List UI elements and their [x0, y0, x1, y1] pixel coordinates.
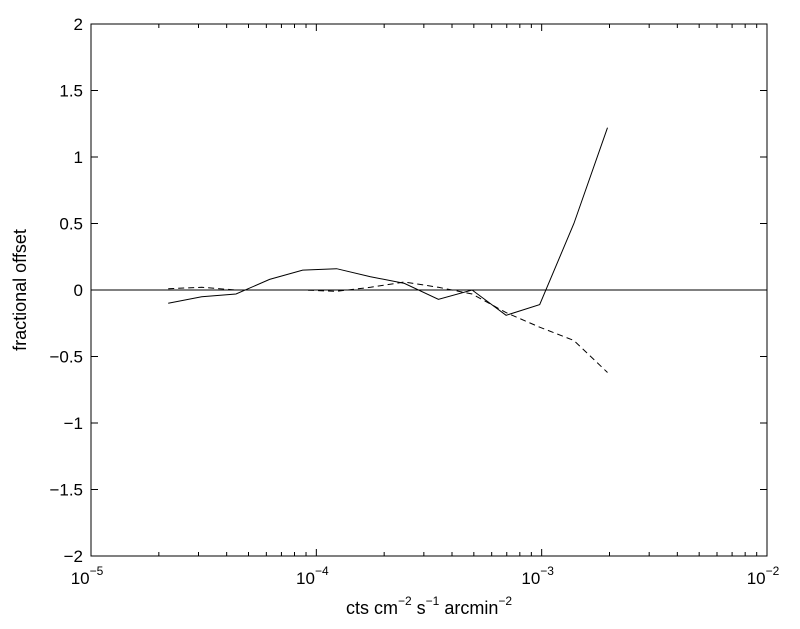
- y-tick-label: 1.5: [59, 82, 83, 101]
- series-line-dashed: [168, 281, 608, 373]
- y-tick-label: −1: [64, 414, 83, 433]
- x-tick-labels: 10−5 10−4 10−3 10−2: [71, 564, 780, 588]
- x-axis-label-part: cts cm: [346, 598, 398, 618]
- y-tick-label: 0: [74, 281, 83, 300]
- y-tick-label: −2: [64, 547, 83, 566]
- x-axis-label-exponent: −2: [498, 594, 512, 608]
- x-tick-base: 10: [296, 569, 315, 588]
- x-tick-label: 10−5: [71, 564, 104, 588]
- x-tick-label: 10−4: [296, 564, 329, 588]
- series-layer: [91, 127, 767, 373]
- x-axis-label-part: s: [412, 598, 426, 618]
- x-tick-exponent: −5: [90, 564, 104, 578]
- y-axis-label: fractional offset: [10, 229, 30, 351]
- y-tick-label: −1.5: [49, 481, 83, 500]
- y-tick-label: 2: [74, 15, 83, 34]
- x-tick-base: 10: [747, 569, 766, 588]
- y-tick-label: −0.5: [49, 348, 83, 367]
- y-tick-label: 0.5: [59, 215, 83, 234]
- series-line-solid: [168, 127, 608, 316]
- y-tick-label: 1: [74, 148, 83, 167]
- x-axis-label-exponent: −1: [426, 594, 440, 608]
- x-axis-label-part: arcmin: [439, 598, 498, 618]
- x-axis-label: cts cm−2 s−1 arcmin−2: [346, 594, 512, 618]
- x-tick-exponent: −3: [540, 564, 554, 578]
- x-tick-base: 10: [71, 569, 90, 588]
- x-tick-base: 10: [521, 569, 540, 588]
- x-tick-exponent: −4: [315, 564, 329, 578]
- x-tick-exponent: −2: [766, 564, 780, 578]
- x-tick-label: 10−3: [521, 564, 554, 588]
- x-tick-label: 10−2: [747, 564, 780, 588]
- x-axis-label-exponent: −2: [398, 594, 412, 608]
- y-tick-labels: 2 1.5 1 0.5 0 −0.5 −1 −1.5 −2: [49, 15, 83, 566]
